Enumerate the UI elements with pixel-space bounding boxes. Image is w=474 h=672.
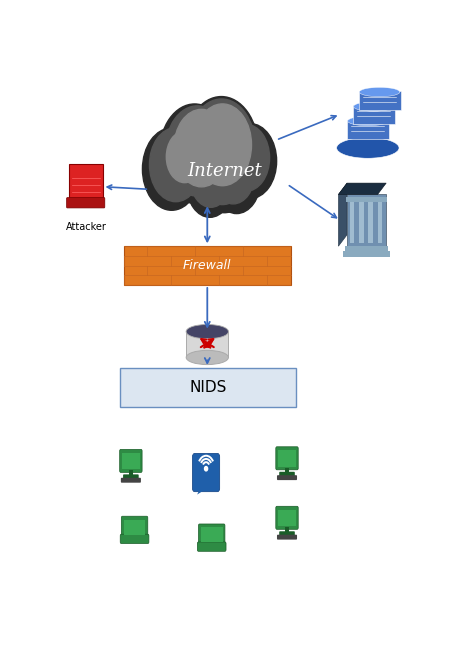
FancyBboxPatch shape: [359, 199, 364, 243]
FancyBboxPatch shape: [347, 194, 386, 246]
Text: NIDS: NIDS: [189, 380, 227, 394]
FancyBboxPatch shape: [285, 528, 289, 533]
Circle shape: [158, 128, 208, 199]
Circle shape: [159, 104, 230, 203]
FancyBboxPatch shape: [359, 91, 401, 110]
FancyBboxPatch shape: [277, 475, 297, 480]
Circle shape: [194, 126, 250, 204]
FancyBboxPatch shape: [377, 199, 382, 243]
Ellipse shape: [337, 138, 399, 158]
FancyBboxPatch shape: [276, 506, 298, 530]
Ellipse shape: [187, 325, 228, 338]
FancyBboxPatch shape: [201, 528, 222, 542]
Text: Firewall: Firewall: [183, 259, 231, 272]
FancyBboxPatch shape: [186, 331, 228, 358]
Ellipse shape: [186, 350, 228, 365]
FancyBboxPatch shape: [278, 509, 296, 526]
Circle shape: [188, 99, 255, 194]
FancyBboxPatch shape: [285, 468, 289, 473]
FancyBboxPatch shape: [278, 450, 296, 466]
Circle shape: [190, 149, 231, 207]
FancyBboxPatch shape: [277, 535, 297, 540]
FancyBboxPatch shape: [347, 120, 389, 138]
FancyBboxPatch shape: [123, 474, 139, 480]
Polygon shape: [197, 489, 207, 495]
Polygon shape: [338, 183, 386, 194]
FancyBboxPatch shape: [350, 199, 355, 243]
FancyBboxPatch shape: [129, 470, 133, 476]
FancyBboxPatch shape: [121, 516, 148, 538]
Ellipse shape: [347, 116, 388, 126]
Circle shape: [166, 131, 203, 183]
FancyBboxPatch shape: [353, 106, 395, 124]
Circle shape: [193, 126, 255, 213]
Circle shape: [212, 146, 261, 214]
FancyBboxPatch shape: [199, 524, 225, 546]
FancyBboxPatch shape: [192, 454, 219, 492]
Circle shape: [164, 129, 209, 192]
FancyBboxPatch shape: [66, 198, 105, 208]
FancyBboxPatch shape: [124, 519, 146, 534]
FancyBboxPatch shape: [120, 534, 149, 544]
Ellipse shape: [186, 325, 228, 339]
Ellipse shape: [354, 102, 394, 111]
FancyBboxPatch shape: [124, 246, 291, 285]
FancyBboxPatch shape: [121, 478, 141, 482]
Circle shape: [222, 124, 270, 192]
FancyBboxPatch shape: [343, 251, 390, 257]
FancyBboxPatch shape: [122, 453, 140, 469]
Circle shape: [184, 97, 258, 201]
Circle shape: [165, 106, 229, 196]
FancyBboxPatch shape: [368, 199, 373, 243]
Circle shape: [149, 128, 202, 202]
FancyBboxPatch shape: [346, 197, 387, 202]
Circle shape: [142, 128, 201, 210]
FancyBboxPatch shape: [69, 164, 103, 202]
Ellipse shape: [359, 87, 400, 97]
Circle shape: [187, 152, 233, 217]
Circle shape: [223, 124, 277, 199]
FancyBboxPatch shape: [279, 532, 295, 538]
Circle shape: [174, 110, 229, 187]
FancyBboxPatch shape: [119, 450, 142, 472]
FancyBboxPatch shape: [120, 368, 296, 407]
Circle shape: [204, 466, 208, 471]
Circle shape: [193, 104, 252, 185]
FancyBboxPatch shape: [345, 246, 388, 251]
FancyBboxPatch shape: [276, 447, 298, 470]
Text: Attacker: Attacker: [65, 222, 107, 232]
Circle shape: [212, 144, 255, 204]
Polygon shape: [338, 183, 347, 246]
Text: Internet: Internet: [187, 162, 262, 180]
FancyBboxPatch shape: [197, 542, 226, 551]
FancyBboxPatch shape: [279, 472, 295, 478]
